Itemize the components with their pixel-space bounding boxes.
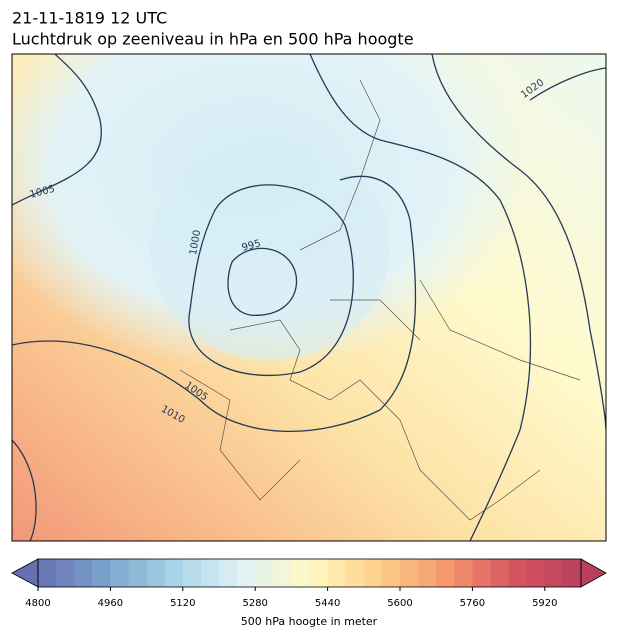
colorbar-segment (400, 559, 419, 587)
colorbar-segment (418, 559, 437, 587)
colorbar-tick-label: 5760 (460, 598, 485, 609)
colorbar-label: 500 hPa hoogte in meter (241, 615, 378, 628)
colorbar-segment (327, 559, 347, 587)
colorbar-segment (508, 559, 528, 587)
colorbar: 4800 4960 5120 5280 5440 5600 5760 5920 (11, 558, 607, 609)
colorbar-segment (490, 559, 510, 587)
title: Luchtdruk op zeeniveau in hPa en 500 hPa… (12, 30, 414, 49)
colorbar-segment (128, 559, 148, 587)
colorbar-segment (472, 559, 491, 587)
colorbar-segment (110, 559, 129, 587)
colorbar-tick-label: 4960 (98, 598, 123, 609)
isobar-label: 1000 (188, 229, 203, 256)
colorbar-segment (544, 559, 564, 587)
colorbar-tick-label: 5440 (315, 598, 340, 609)
colorbar-tick-label: 5600 (387, 598, 412, 609)
colorbar-segment (182, 559, 202, 587)
isobar-label: 995 (241, 238, 262, 254)
colorbar-segment (219, 559, 238, 587)
colorbar-extend-high (580, 558, 607, 588)
colorbar-tick-label: 5120 (170, 598, 195, 609)
map-frame (11, 53, 607, 542)
colorbar-segment (255, 559, 274, 587)
colorbar-tick-label: 5280 (242, 598, 267, 609)
map: 1005 995 1000 1005 1010 1020 (12, 54, 606, 541)
colorbar-segment (164, 559, 184, 587)
colorbar-tick-label: 4800 (25, 598, 50, 609)
colorbar-segment (363, 559, 383, 587)
colorbar-segment (74, 559, 93, 587)
colorbar-segment (38, 559, 57, 587)
colorbar-segment (146, 559, 166, 587)
colorbar-segment (345, 559, 365, 587)
colorbar-segment (526, 559, 546, 587)
colorbar-segment (237, 559, 256, 587)
date: 21-11-1819 12 UTC (12, 9, 167, 28)
colorbar-segment (562, 559, 582, 587)
colorbar-segment (381, 559, 401, 587)
colorbar-segment (436, 559, 455, 587)
colorbar-segment (309, 559, 329, 587)
colorbar-tick-label: 5920 (532, 598, 557, 609)
colorbar-segment (56, 559, 75, 587)
colorbar-segment (92, 559, 111, 587)
colorbar-frame (37, 558, 582, 588)
colorbar-segment (273, 559, 292, 587)
colorbar-segment (291, 559, 310, 587)
colorbar-segment (200, 559, 220, 587)
colorbar-extend-low (11, 558, 39, 588)
colorbar-segment (454, 559, 473, 587)
